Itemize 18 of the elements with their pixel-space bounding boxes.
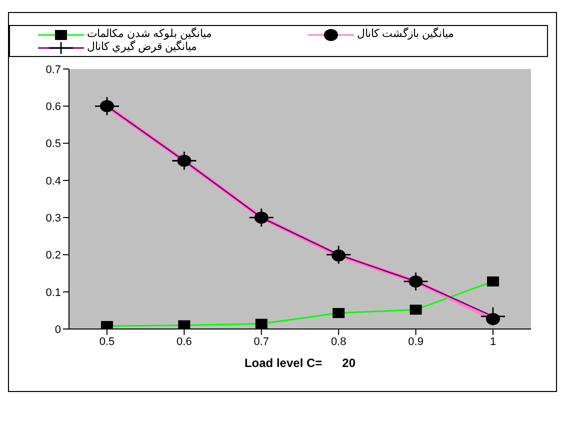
y-tick-label: 0.5	[46, 138, 61, 150]
legend-label: میانگین بلوکه شدن مکالمات	[87, 28, 212, 40]
x-tick-label: 1	[490, 336, 496, 348]
x-tick-label: 0.5	[99, 336, 115, 348]
legend-label: میانگین قرض گیري کانال	[87, 41, 198, 54]
y-tick-label: 0.2	[46, 250, 61, 262]
y-tick-label: 0.4	[46, 175, 61, 188]
y-tick-label: 0.7	[46, 64, 61, 76]
legend-label: میانگین بازگشت کانال	[357, 28, 454, 41]
x-tick-label: 0.8	[330, 336, 346, 348]
x-axis-title: Load level C= 20	[244, 356, 356, 370]
x-tick-label: 0.6	[176, 336, 192, 348]
y-tick-label: 0.1	[46, 286, 61, 299]
y-tick-label: 0	[54, 324, 61, 336]
x-tick-label: 0.7	[254, 336, 270, 348]
y-tick-label: 0.3	[46, 212, 61, 224]
x-tick-label: 0.9	[408, 336, 424, 348]
y-tick-label: 0.6	[46, 101, 61, 114]
